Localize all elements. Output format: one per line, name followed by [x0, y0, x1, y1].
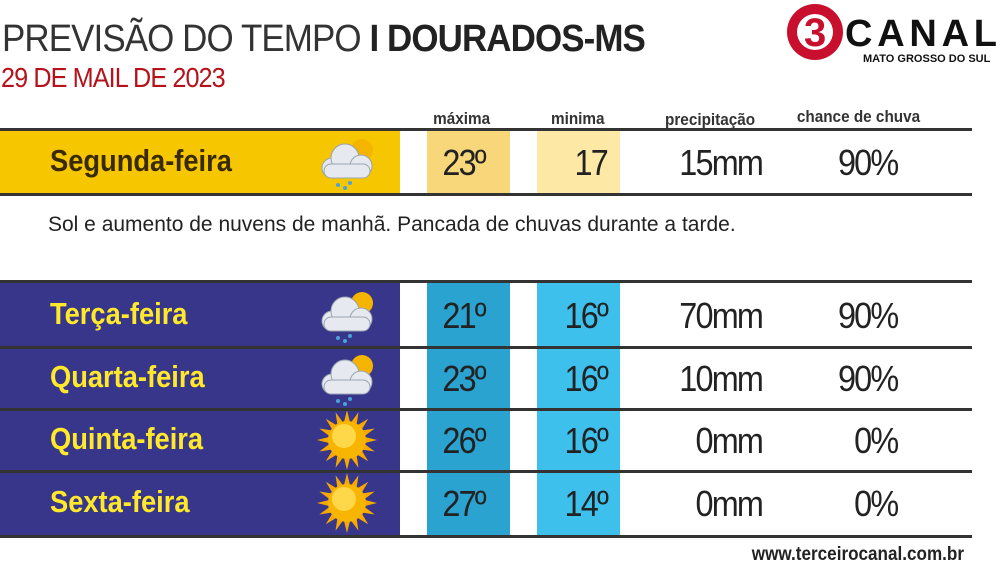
max-temp: 21º [442, 294, 486, 336]
rain-chance: 90% [837, 294, 899, 336]
forecast-row: Terça-feira 21º 16º 70mm 90% [0, 282, 972, 347]
forecast-row: Quarta-feira 23º 16º 10mm 90% [0, 347, 972, 409]
max-cell [427, 282, 510, 347]
column-header-max: máxima [433, 109, 491, 128]
min-cell [537, 130, 620, 193]
column-header-precip: precipitação [665, 110, 756, 129]
day-name: Sexta-feira [50, 484, 190, 519]
column-header-min: minima [550, 109, 605, 128]
forecast-row: Sexta-feira 27º 14º 0mm 0% [0, 471, 972, 535]
precipitation: 0mm [695, 483, 764, 524]
max-cell [427, 347, 510, 409]
max-temp: 26º [442, 420, 486, 461]
cloud-sun-rain-icon [312, 132, 382, 192]
footer-url: www.terceirocanal.com.br [751, 544, 965, 565]
max-cell [427, 409, 510, 471]
day-name: Quarta-feira [50, 359, 205, 394]
day-name: Quinta-feira [50, 421, 204, 456]
row-divider [0, 408, 972, 411]
row-divider [0, 280, 972, 283]
min-temp: 16º [564, 358, 609, 399]
precipitation: 0mm [695, 420, 764, 461]
sun-icon [312, 473, 382, 533]
precipitation: 15mm [679, 141, 764, 183]
min-temp: 16º [564, 420, 609, 461]
cloud-sun-rain-icon [312, 285, 382, 345]
page-title: PREVISÃO DO TEMPO I DOURADOS-MS [2, 18, 646, 61]
day-name: Segunda-feira [50, 142, 232, 178]
min-cell [537, 347, 620, 409]
precipitation: 70mm [679, 294, 764, 336]
max-cell [427, 130, 510, 193]
rain-chance: 90% [837, 141, 899, 183]
logo-name: CANAL [845, 13, 997, 55]
max-temp: 23º [442, 141, 486, 183]
rain-chance: 0% [854, 420, 899, 461]
title-city: I DOURADOS-MS [369, 18, 645, 60]
row-divider [0, 346, 972, 349]
max-temp: 27º [442, 483, 486, 524]
forecast-description: Sol e aumento de nuvens de manhã. Pancad… [48, 213, 736, 236]
forecast-row: Segunda-feira 23º 17 15mm 90% [0, 130, 972, 193]
max-temp: 23º [442, 358, 486, 399]
logo-number: 3 [804, 11, 826, 55]
title-light: PREVISÃO DO TEMPO [2, 18, 362, 60]
row-divider [0, 535, 972, 538]
max-cell [427, 471, 510, 535]
column-header-chance: chance de chuva [796, 107, 921, 126]
forecast-row: Quinta-feira 26º 16º 0mm 0% [0, 409, 972, 471]
min-cell [537, 282, 620, 347]
row-divider [0, 128, 972, 131]
rain-chance: 0% [854, 483, 899, 524]
min-temp: 17 [574, 141, 609, 183]
logo: 3 CANAL MATO GROSSO DO SUL [787, 4, 997, 65]
min-temp: 16º [564, 294, 609, 336]
min-temp: 14º [564, 483, 609, 524]
min-cell [537, 471, 620, 535]
row-divider [0, 193, 972, 196]
sun-icon [312, 410, 382, 470]
day-name: Terça-feira [50, 295, 188, 331]
logo-subtitle: MATO GROSSO DO SUL [863, 53, 991, 65]
precipitation: 10mm [679, 358, 764, 399]
rain-chance: 90% [837, 358, 899, 399]
cloud-sun-rain-icon [312, 348, 382, 408]
forecast-date: 29 DE MAIL DE 2023 [1, 62, 226, 93]
row-divider [0, 470, 972, 473]
min-cell [537, 409, 620, 471]
